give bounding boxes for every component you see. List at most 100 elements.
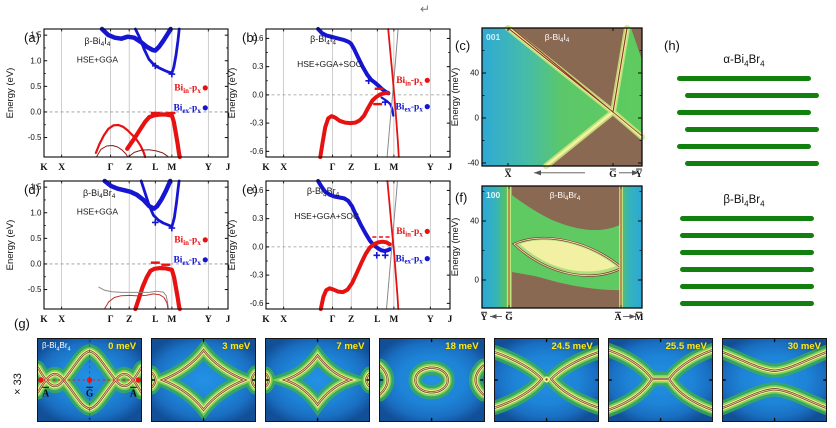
svg-text:X: X <box>280 163 287 173</box>
tile-edge-ticks <box>494 339 598 421</box>
k-label-overline <box>42 386 49 388</box>
f-right-blue-column <box>620 186 642 308</box>
chain-layer-bar <box>680 250 814 256</box>
svg-text:Biin-px: Biin-px <box>396 227 423 238</box>
svg-text:-0.3: -0.3 <box>250 119 264 128</box>
svg-text:Z: Z <box>126 163 132 173</box>
svg-text:HSE+GGA: HSE+GGA <box>77 206 119 216</box>
band-conduction <box>316 179 392 254</box>
chain-layer-bar <box>680 233 814 239</box>
fermi-surface-contours <box>608 339 712 421</box>
c-ytick-m40: -40 <box>467 159 479 168</box>
f-surface-state-lines <box>507 186 623 308</box>
f-overline-Y <box>481 311 487 313</box>
svg-text:-0.6: -0.6 <box>250 147 264 156</box>
fermi-surface-contours <box>152 339 256 421</box>
svg-text:Γ: Γ <box>330 315 336 325</box>
return-mark: ↵ <box>420 2 431 16</box>
band-conduction-upper <box>99 26 173 53</box>
band-valence-thin-red <box>103 293 169 310</box>
svg-text:1.5: 1.5 <box>30 183 42 192</box>
svg-text:0.0: 0.0 <box>30 108 42 117</box>
fermi-surface-contours <box>380 339 484 421</box>
chain-layer-bar <box>685 161 819 167</box>
f-direction-arrows <box>490 314 636 319</box>
panel-d: (d) 1.5 1.0 0.5 0.0 -0.5 K X Γ Z L M Y J Energy (eV) β… <box>4 176 234 328</box>
plus-marker <box>373 252 381 259</box>
energy-label: 7 meV <box>336 341 365 352</box>
plus-marker <box>381 98 389 106</box>
svg-text:β-Bi4Br4: β-Bi4Br4 <box>83 188 116 200</box>
energy-label: 30 meV <box>787 341 821 352</box>
svg-text:0.6: 0.6 <box>252 34 264 43</box>
svg-text:X: X <box>58 315 65 325</box>
chain-layer-bar <box>680 267 814 273</box>
svg-text:0.0: 0.0 <box>30 260 42 269</box>
svg-text:1.0: 1.0 <box>30 56 42 65</box>
band-valence <box>318 239 392 311</box>
svg-text:Y: Y <box>205 163 212 173</box>
energy-label: 24.5 meV <box>551 341 593 352</box>
band-structure-chart-b: 0.6 0.3 0.0 -0.3 -0.6 K X Γ Z L M Y J Energy (eV) β-Bi… <box>227 27 453 173</box>
svg-text:L: L <box>152 315 158 325</box>
band-conduction-lower <box>133 27 181 75</box>
panel-d-label: (d) <box>24 182 40 197</box>
right-arrow-icon <box>629 314 636 319</box>
fermi-surface-tiles-row: A G A 0 meV β-Bi4Br4 3 meV 7 meV 18 meV 24.5 meV… <box>37 338 827 422</box>
legend-dot-red <box>424 228 430 234</box>
chain-layer-bar <box>680 216 814 222</box>
f-overline-A <box>615 311 621 313</box>
svg-text:Biin-px: Biin-px <box>174 84 201 95</box>
svg-text:-0.3: -0.3 <box>250 271 264 280</box>
tile-edge-ticks <box>608 339 712 421</box>
f-klabel-G: G <box>505 313 513 323</box>
svg-text:-0.5: -0.5 <box>28 285 42 294</box>
c-plot-border <box>481 27 643 167</box>
panel-g-label: (g) <box>14 316 30 331</box>
c-overline-X <box>505 168 511 170</box>
band-valence-main <box>133 265 182 312</box>
c-klabel-X: X <box>505 170 512 179</box>
svg-text:0.6: 0.6 <box>252 186 264 195</box>
f-y-axis-label: Energy (meV) <box>450 218 461 277</box>
f-klabel-A: A <box>615 313 622 323</box>
panel-h: (h) α-Bi4Br4 β-Bi4Br4 <box>652 24 836 316</box>
chain-layer-bar <box>685 93 819 99</box>
energy-label: 0 meV <box>108 341 137 352</box>
svg-text:HSE+GGA: HSE+GGA <box>77 54 119 64</box>
plus-marker <box>168 224 176 232</box>
c-direction-arrows <box>534 170 639 176</box>
svg-text:Energy (eV): Energy (eV) <box>227 68 238 119</box>
svg-text:M: M <box>389 315 398 325</box>
left-arrow-icon <box>534 170 541 176</box>
energy-label: 3 meV <box>222 341 251 352</box>
high-symmetry-point-dot <box>86 377 93 383</box>
svg-text:Energy (eV): Energy (eV) <box>5 220 16 271</box>
c-ytick-40: 40 <box>470 69 479 78</box>
band-steep-red <box>386 180 400 310</box>
panel-g: (g) × 33 A G A 0 meV β-Bi4Br4 3 meV 7 meV 18 me… <box>4 316 836 428</box>
c-ytick-0: 0 <box>475 114 480 123</box>
f-bulk-valence-region <box>512 272 622 308</box>
high-symmetry-point-dot <box>135 377 141 383</box>
band-valence-hump <box>94 123 147 159</box>
panel-c: (c) 40 <box>450 24 650 180</box>
panel-a: (a) 1.5 1.0 0.5 0.0 -0.5 K X Γ Z L M Y J Energy (eV) β… <box>4 24 234 176</box>
f-left-blue-column <box>482 186 506 308</box>
svg-text:0.5: 0.5 <box>30 234 42 243</box>
c-bulk-corner-region <box>631 28 642 60</box>
panel-f-label: (f) <box>455 190 468 205</box>
band-conduction <box>316 27 391 96</box>
panel-f: (f) <box>450 178 650 330</box>
svg-text:β-Bi4I4: β-Bi4I4 <box>310 34 336 46</box>
svg-text:J: J <box>226 163 231 173</box>
c-surface-index: 001 <box>486 32 500 42</box>
svg-text:M: M <box>167 315 176 325</box>
svg-text:Γ: Γ <box>108 315 114 325</box>
f-ytick-0: 0 <box>475 276 480 285</box>
panel-b-label: (b) <box>242 30 258 45</box>
c-surface-state-line <box>507 27 628 114</box>
tile-edge-ticks <box>722 339 826 421</box>
legend-dot-blue <box>202 105 208 111</box>
fermi-surface-tile: 18 meV <box>379 338 485 422</box>
